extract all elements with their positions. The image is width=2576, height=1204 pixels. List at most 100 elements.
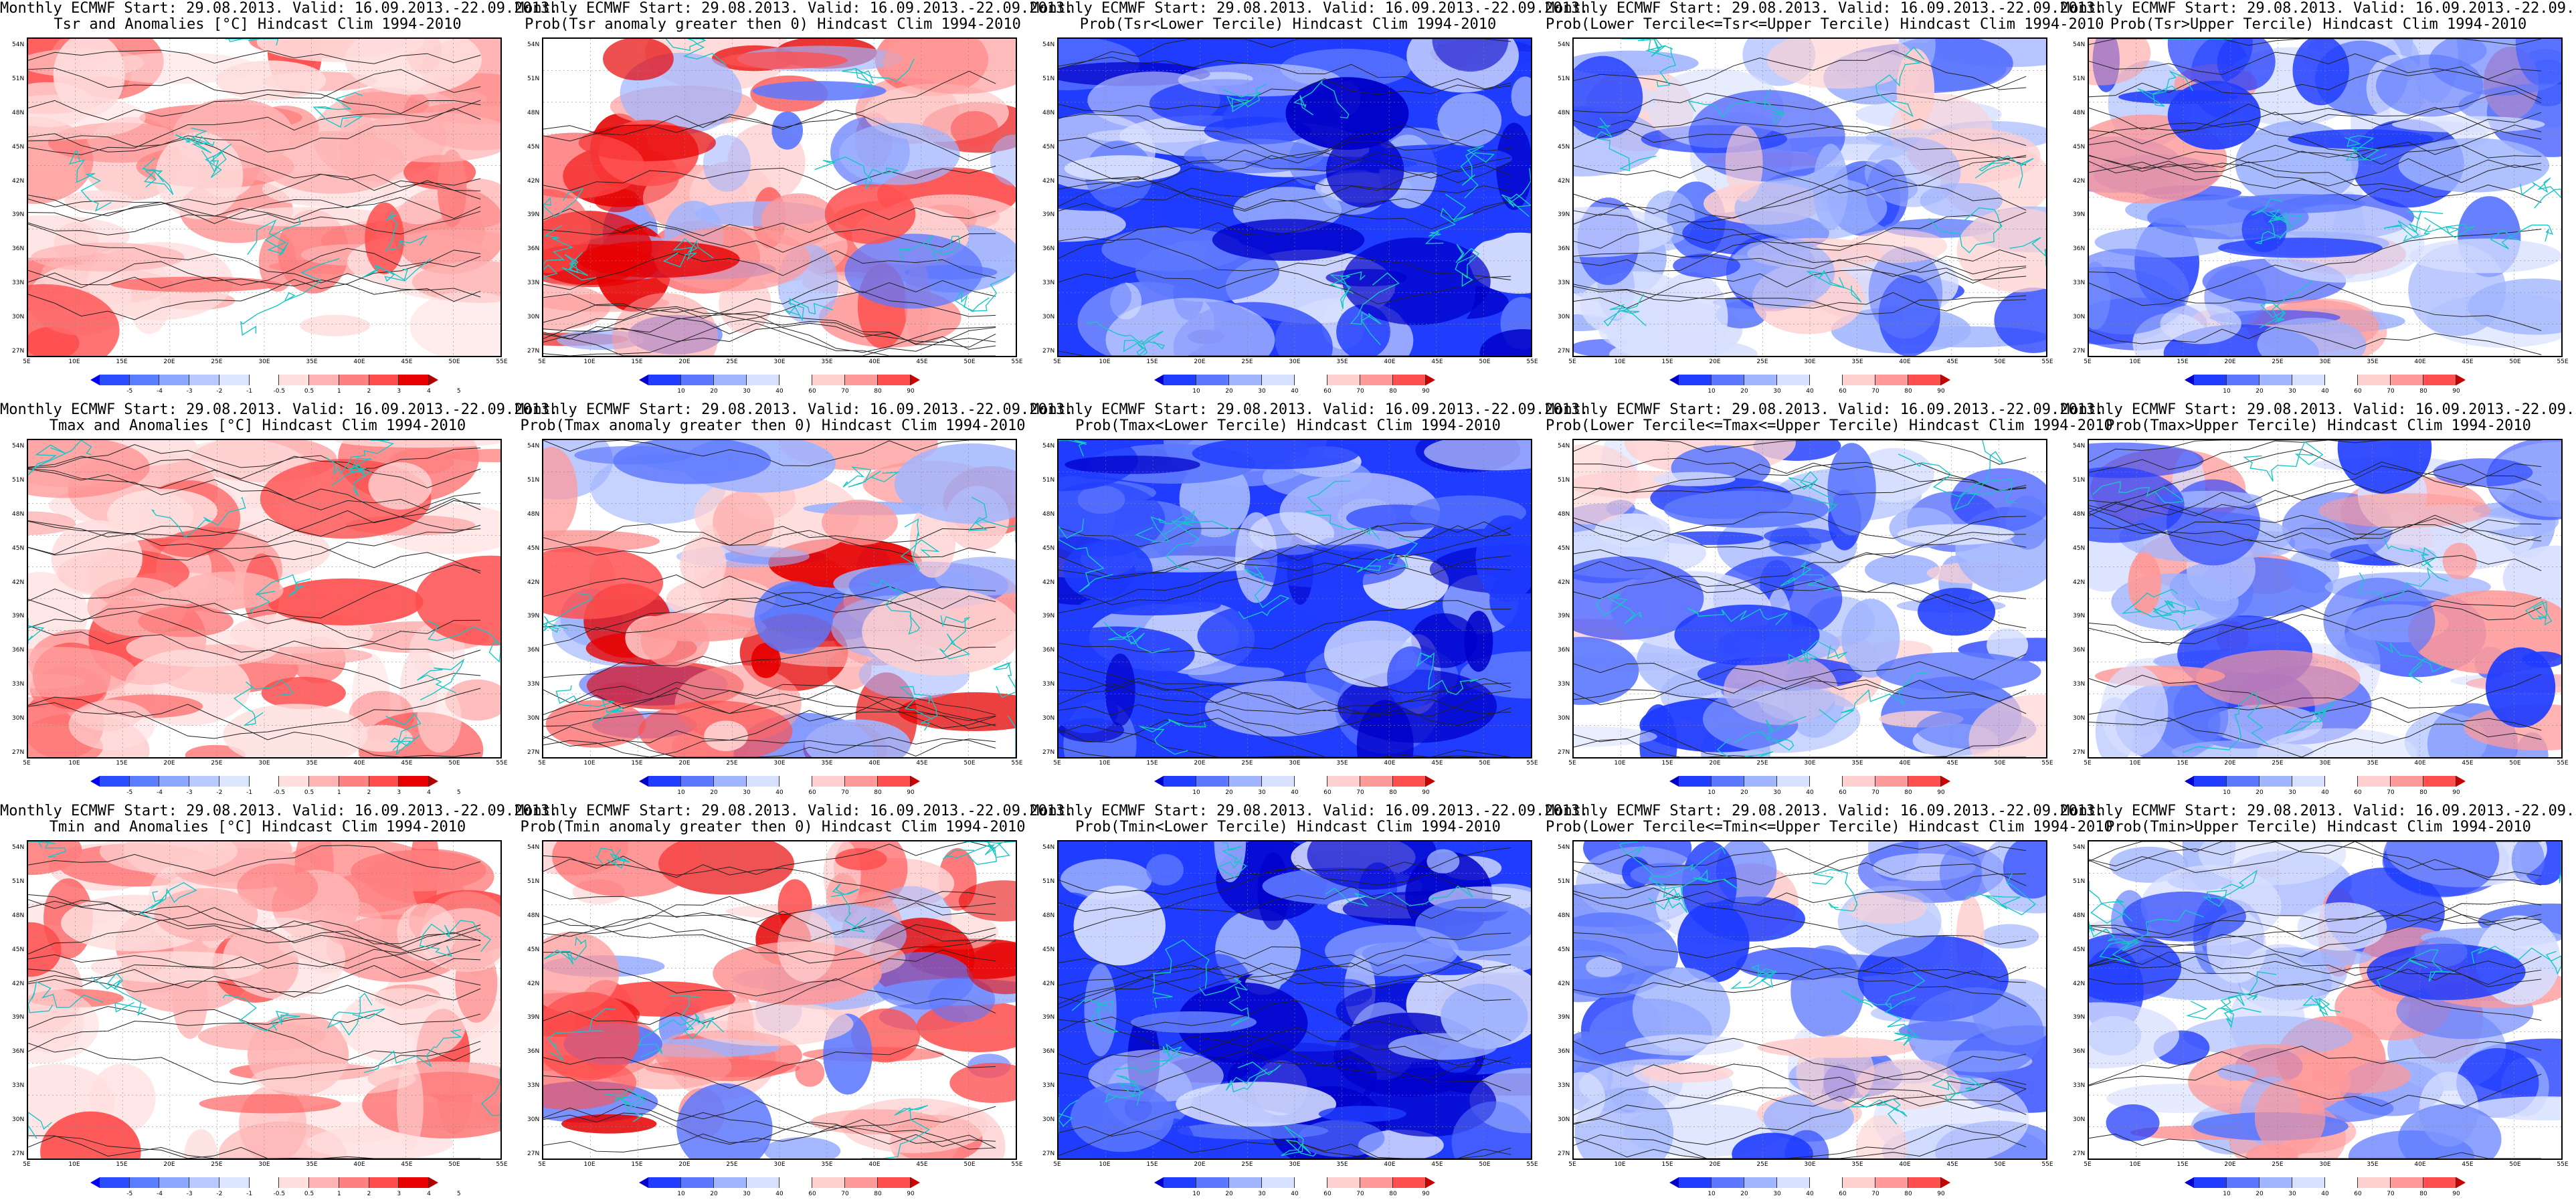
contour-line (28, 1136, 481, 1159)
longitude-label: 55E (496, 359, 508, 365)
colorbar-segment (747, 776, 779, 787)
longitude-label: 20E (678, 1161, 691, 1168)
latitude-label: 33N (12, 681, 25, 688)
colorbar-segment (648, 1177, 681, 1188)
longitude-label: 5E (23, 359, 31, 365)
map-svg (543, 39, 1016, 356)
longitude-label: 30E (2319, 760, 2331, 767)
shaded-region (2442, 542, 2477, 580)
contour-line (28, 845, 481, 876)
colorbar-label: 70 (2387, 388, 2395, 395)
contour-line (2089, 440, 2542, 463)
panel-title-line1: Monthly ECMWF Start: 29.08.2013. Valid: … (0, 401, 559, 418)
latitude-label: 54N (12, 844, 25, 851)
colorbar-segment (2358, 1177, 2391, 1188)
longitude-label: 40E (1899, 1161, 1911, 1168)
contour-line (2089, 1068, 2542, 1109)
latitude-label: 30N (1558, 715, 1570, 722)
latitude-label: 42N (12, 980, 25, 987)
latitude-label: 42N (1558, 579, 1570, 586)
colorbar-segment (1843, 1177, 1875, 1188)
colorbar-segment (1712, 776, 1744, 787)
shaded-region (862, 588, 1016, 676)
contour-line (28, 524, 481, 562)
latitude-label: 27N (527, 1150, 540, 1157)
longitude-label: 20E (1709, 760, 1721, 767)
coastline (142, 157, 174, 195)
coastline (605, 1088, 647, 1122)
shaded-region (909, 503, 956, 578)
map-panel: Monthly ECMWF Start: 29.08.2013. Valid: … (515, 803, 1073, 1204)
shaded-region (1131, 1011, 1257, 1033)
contour-line (1059, 668, 1511, 694)
latitude-label: 45N (527, 544, 540, 552)
longitude-label: 5E (1568, 359, 1576, 365)
shaded-region (543, 132, 645, 199)
map-svg (28, 39, 500, 356)
coastline (91, 972, 147, 1017)
latitude-label: 39N (527, 613, 540, 620)
colorbar-segment (279, 375, 310, 385)
shaded-region (1192, 440, 1360, 470)
map-panel: Monthly ECMWF Start: 29.08.2013. Valid: … (0, 803, 558, 1204)
contour-line (28, 599, 481, 659)
latitude-label: 33N (1558, 1082, 1570, 1090)
latitude-label: 39N (1558, 211, 1570, 219)
panel-title-line1: Monthly ECMWF Start: 29.08.2013. Valid: … (2061, 0, 2576, 17)
contour-line (2089, 52, 2542, 80)
shaded-region (990, 134, 1016, 186)
coastline (1819, 672, 1931, 723)
shaded-region (561, 1114, 657, 1134)
colorbar-label: -1 (246, 789, 253, 796)
shaded-region (883, 39, 1016, 94)
colorbar-label: 30 (743, 388, 751, 395)
longitude-label: 25E (1241, 359, 1253, 365)
shaded-region (2398, 138, 2550, 193)
colorbar-segment (399, 375, 430, 385)
coastline (2344, 135, 2387, 161)
shaded-region (397, 903, 457, 961)
colorbar-label: 30 (1258, 388, 1266, 395)
shaded-region (1625, 1034, 1744, 1056)
colorbar-label: 40 (1806, 1191, 1814, 1197)
colorbar-segment (2292, 1177, 2325, 1188)
coastline (1217, 841, 1247, 878)
colorbar-segment (339, 375, 369, 385)
latitude-label: 54N (527, 443, 540, 449)
contour-line (1574, 184, 2027, 249)
colorbar-label: 40 (1291, 1191, 1299, 1197)
coastline (1086, 321, 1166, 350)
coastline (1884, 997, 1920, 1046)
shaded-region (1342, 237, 1491, 325)
panel-title-line2: Prob(Tsr<Lower Tercile) Hindcast Clim 19… (1079, 16, 1497, 33)
colorbar-segment (249, 1177, 280, 1188)
colorbar-segment (1229, 1177, 1262, 1188)
latitude-label: 27N (1042, 348, 1055, 355)
contour-line (2089, 523, 2542, 571)
panel-title-line2: Prob(Tsr anomaly greater then 0) Hindcas… (525, 16, 1021, 33)
colorbar-label: -5 (126, 789, 133, 796)
latitude-label: 48N (1558, 109, 1570, 116)
longitude-label: 15E (1146, 359, 1158, 365)
colorbar-segment (681, 776, 714, 787)
coastline (240, 258, 340, 336)
latitude-label: 33N (527, 1082, 540, 1090)
longitude-label: 50E (448, 760, 460, 767)
colorbar-segment (1229, 776, 1262, 787)
colorbar-right-arrow (911, 375, 920, 385)
shaded-region (2101, 665, 2169, 757)
shaded-region (2154, 680, 2229, 753)
contour-line (1059, 1018, 1511, 1079)
longitude-label: 5E (1053, 359, 1061, 365)
colorbar-left-arrow (1669, 1177, 1679, 1188)
longitude-label: 35E (1851, 359, 1863, 365)
colorbar-segment (369, 375, 399, 385)
contour-line (543, 684, 996, 729)
longitude-label: 45E (401, 1161, 413, 1168)
longitude-label: 35E (1336, 359, 1348, 365)
colorbar-label: 90 (1937, 388, 1945, 395)
longitude-label: 40E (353, 359, 365, 365)
longitude-label: 25E (1241, 1161, 1253, 1168)
coastline (480, 1068, 500, 1132)
panel-title-line2: Prob(Tsr>Upper Tercile) Hindcast Clim 19… (2110, 16, 2527, 33)
